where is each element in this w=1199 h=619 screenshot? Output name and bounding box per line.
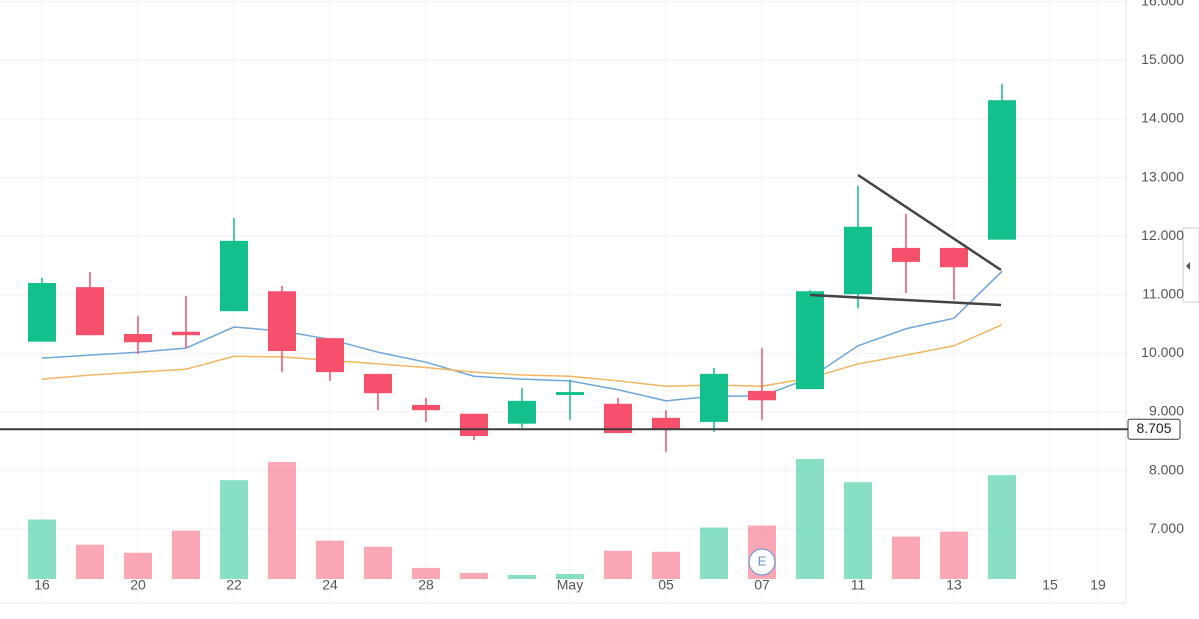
x-tick-label: 13 [946, 577, 962, 593]
volume-bar [700, 527, 728, 579]
candle-body [940, 247, 968, 268]
candle-body [892, 247, 920, 262]
moving-average-line [41, 323, 1003, 387]
y-tick-label: 16.000 [1141, 0, 1184, 8]
trend-line[interactable] [809, 293, 1002, 307]
candle-body [124, 334, 152, 343]
volume-bar [508, 574, 536, 579]
x-tick-label: May [557, 577, 583, 593]
candle-layer [28, 83, 1016, 452]
volume-bar [412, 567, 440, 579]
volume-layer [28, 459, 1016, 579]
candle-body [172, 331, 200, 336]
candle-body [796, 291, 824, 390]
candle-body [460, 413, 488, 437]
y-tick-label: 9.000 [1149, 403, 1184, 419]
x-tick-label: 22 [226, 577, 242, 593]
volume-bar [604, 550, 632, 579]
x-tick-label: 19 [1090, 577, 1106, 593]
price-line-label-box [1127, 418, 1181, 440]
candle-body [412, 404, 440, 411]
trend-line[interactable] [857, 173, 1002, 272]
price-line-label: 8.705 [1136, 420, 1171, 436]
volume-bar [460, 572, 488, 579]
candle-body [652, 417, 680, 429]
volume-bar [940, 531, 968, 579]
x-tick-label: 24 [322, 577, 338, 593]
volume-bar [76, 544, 104, 579]
volume-bar [172, 530, 200, 579]
x-tick-label: 20 [130, 577, 146, 593]
candle-body [556, 392, 584, 395]
event-marker[interactable] [748, 548, 776, 576]
volume-bar [652, 551, 680, 579]
y-tick-label: 14.000 [1141, 110, 1184, 126]
candle-body [316, 338, 344, 373]
candle-body [268, 291, 296, 352]
volume-bar [988, 475, 1016, 579]
x-tick-label: 05 [658, 577, 674, 593]
volume-bar [892, 536, 920, 579]
x-tick-label: 07 [754, 577, 770, 593]
y-tick-label: 7.000 [1149, 520, 1184, 536]
candle-body [220, 240, 248, 312]
candle-body [76, 287, 104, 336]
scale-handle[interactable] [1182, 227, 1199, 303]
x-tick-label: 15 [1042, 577, 1058, 593]
candle-body [844, 226, 872, 295]
volume-bar [268, 462, 296, 579]
scale-handle-icon [1186, 262, 1190, 270]
x-tick-label: 28 [418, 577, 434, 593]
y-tick-label: 12.000 [1141, 227, 1184, 243]
moving-average-line [41, 270, 1003, 402]
candle-body [748, 390, 776, 401]
volume-bar [796, 459, 824, 579]
volume-bar [364, 546, 392, 579]
y-tick-label: 10.000 [1141, 344, 1184, 360]
candle-body [508, 400, 536, 424]
ma-layer [41, 270, 1003, 402]
volume-bar [844, 482, 872, 579]
candle-body [604, 403, 632, 434]
x-tick-label: 11 [851, 577, 866, 593]
candle-body [28, 283, 56, 342]
volume-bar [556, 573, 584, 579]
y-tick-label: 13.000 [1141, 168, 1184, 184]
y-tick-label: 15.000 [1141, 51, 1184, 67]
y-tick-label: 11.000 [1142, 285, 1184, 301]
event-marker-label: E [758, 553, 767, 568]
volume-bar [124, 552, 152, 579]
candle-body [988, 100, 1016, 240]
candle-body [364, 373, 392, 394]
candle-body [700, 373, 728, 422]
volume-bar [316, 540, 344, 579]
volume-bar [220, 480, 248, 579]
x-tick-label: 16 [34, 577, 50, 593]
overlay-layer: 7.000 8.000 9.000 10.000 11.000 12.000 13.000 1… [0, 0, 1184, 593]
volume-bar [28, 519, 56, 579]
y-tick-label: 8.000 [1149, 461, 1184, 477]
